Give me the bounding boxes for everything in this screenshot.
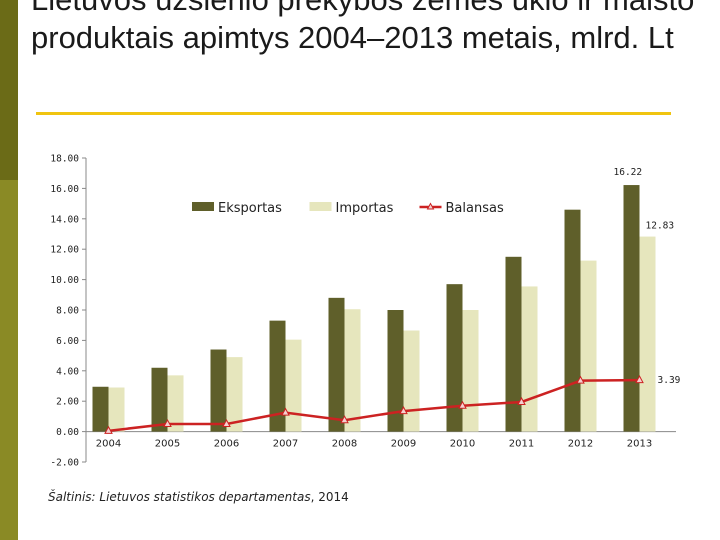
bar-eksportas-2012 (564, 209, 581, 432)
bar-eksportas-2013 (623, 185, 640, 432)
point-balansas-2013 (635, 375, 644, 384)
legend-swatch-eksportas (192, 202, 214, 211)
y-tick-label: 6.00 (56, 336, 79, 347)
legend-label-eksportas: Eksportas (218, 201, 282, 216)
y-tick-label: 12.00 (50, 245, 79, 256)
bar-importas-2009 (403, 330, 420, 432)
source-note: Šaltinis: Lietuvos statistikos departame… (48, 490, 349, 504)
bar-eksportas-2008 (328, 297, 345, 432)
bar-eksportas-2009 (387, 310, 404, 432)
bars (92, 185, 656, 432)
bar-importas-2004 (108, 387, 125, 432)
slide-title: Lietuvos užsienio prekybos žemės ūkio ir… (31, 0, 694, 55)
x-tick-label: 2009 (391, 439, 416, 450)
balance-line (104, 375, 644, 434)
accent-bar-bottom (0, 180, 18, 540)
bar-eksportas-2006 (210, 349, 227, 432)
x-tick-label: 2008 (332, 439, 357, 450)
y-tick-label: 10.00 (50, 275, 79, 286)
data-label-importas: 12.83 (646, 221, 675, 232)
legend-marker-balansas (426, 202, 435, 210)
x-tick-label: 2005 (155, 439, 180, 450)
legend-swatch-importas (309, 202, 332, 211)
legend: Eksportas Importas Balansas (192, 201, 504, 216)
y-tick-label: 14.00 (50, 214, 79, 225)
y-tick-label: 2.00 (56, 397, 79, 408)
x-tick-label: 2007 (273, 439, 298, 450)
legend-label-importas: Importas (336, 201, 394, 216)
point-balansas-2004 (104, 425, 113, 434)
x-tick-label: 2006 (214, 439, 239, 450)
point-balansas-2009 (399, 406, 408, 415)
bar-importas-2006 (226, 357, 243, 432)
bar-eksportas-2007 (269, 320, 286, 432)
bar-importas-2011 (521, 286, 538, 432)
bar-importas-2010 (462, 310, 479, 432)
bar-eksportas-2011 (505, 256, 522, 432)
point-balansas-2010 (458, 400, 467, 409)
accent-bar-top (0, 0, 18, 180)
source-year: , 2014 (310, 490, 349, 504)
x-tick-label: 2004 (96, 439, 121, 450)
y-axis: 18.00 16.00 14.00 12.00 10.00 8.00 6.00 4.00 2.0… (50, 154, 676, 469)
line-balansas (108, 378, 640, 433)
y-tick-label: 18.00 (50, 154, 79, 165)
point-balansas-2008 (340, 415, 349, 424)
bar-importas-2013 (639, 236, 656, 432)
bar-importas-2007 (285, 339, 302, 432)
source-text: Lietuvos statistikos departamentas (99, 490, 311, 504)
bar-importas-2008 (344, 309, 361, 432)
x-tick-label: 2012 (568, 439, 593, 450)
y-tick-label: 0.00 (56, 427, 79, 438)
y-tick-label: 16.00 (50, 184, 79, 195)
y-tick-label: 8.00 (56, 306, 79, 317)
point-balansas-2007 (281, 407, 290, 416)
y-tick-label: -2.00 (50, 458, 79, 469)
source-label: Šaltinis: (48, 490, 96, 504)
data-label-eksportas: 16.22 (614, 167, 643, 178)
y-tick-label: 4.00 (56, 366, 79, 377)
data-labels: 16.22 12.83 3.39 (614, 167, 681, 386)
point-balansas-2006 (222, 418, 231, 427)
point-balansas-2011 (517, 396, 526, 405)
x-tick-label: 2013 (627, 439, 652, 450)
bar-importas-2012 (580, 260, 597, 432)
x-tick-label: 2010 (450, 439, 475, 450)
x-tick-label: 2011 (509, 439, 534, 450)
point-balansas-2012 (576, 375, 585, 384)
legend-label-balansas: Balansas (446, 201, 504, 216)
bar-importas-2005 (167, 375, 184, 432)
title-underline (36, 112, 671, 115)
bar-eksportas-2004 (92, 386, 109, 432)
point-balansas-2005 (163, 418, 172, 427)
data-label-balansas: 3.39 (658, 375, 681, 386)
bar-eksportas-2005 (151, 367, 168, 432)
bar-eksportas-2010 (446, 284, 463, 432)
x-axis-labels: 2004 2005 2006 2007 2008 2009 2010 2011 2012 2013 (96, 439, 652, 450)
